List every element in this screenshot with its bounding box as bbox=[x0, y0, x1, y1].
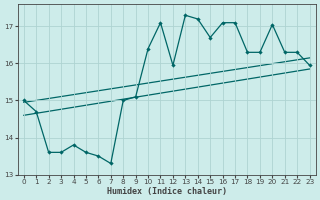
X-axis label: Humidex (Indice chaleur): Humidex (Indice chaleur) bbox=[107, 187, 227, 196]
